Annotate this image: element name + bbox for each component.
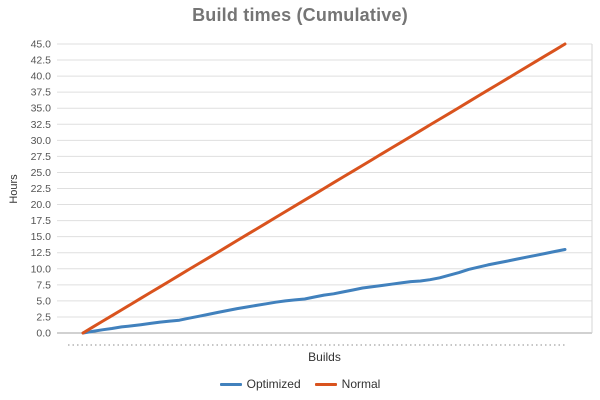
legend-item-optimized[interactable]: Optimized xyxy=(219,377,301,391)
series-line-optimized xyxy=(81,248,567,335)
y-tick-label: 32.5 xyxy=(31,119,52,131)
y-tick-label: 2.5 xyxy=(36,311,51,323)
y-tick-label: 17.5 xyxy=(31,215,52,227)
y-tick-label: 5.0 xyxy=(36,295,51,307)
y-tick-label: 40.0 xyxy=(31,71,52,83)
legend-label-optimized: Optimized xyxy=(246,377,301,391)
y-tick-label: 20.0 xyxy=(31,199,52,211)
y-tick-label: 12.5 xyxy=(31,247,52,259)
y-tick-label: 25.0 xyxy=(31,167,52,179)
series-line-normal xyxy=(81,42,567,335)
y-tick-label: 45.0 xyxy=(31,39,52,51)
y-tick-label: 22.5 xyxy=(31,183,52,195)
y-tick-label: 30.0 xyxy=(31,135,52,147)
normal-series-swatch-icon xyxy=(314,382,337,386)
legend-item-normal[interactable]: Normal xyxy=(314,377,381,391)
y-tick-label: 37.5 xyxy=(31,87,52,99)
y-axis-title: Hours xyxy=(8,174,20,204)
y-tick-label: 10.0 xyxy=(31,263,52,275)
chart-title: Build times (Cumulative) xyxy=(192,5,408,25)
y-tick-label: 7.5 xyxy=(36,279,51,291)
legend: Optimized Normal xyxy=(0,377,600,391)
optimized-series-swatch-icon xyxy=(219,382,242,386)
y-tick-label: 42.5 xyxy=(31,55,52,67)
x-axis-title: Builds xyxy=(308,350,341,364)
y-tick-label: 27.5 xyxy=(31,151,52,163)
y-tick-label: 35.0 xyxy=(31,103,52,115)
y-tick-label: 0.0 xyxy=(36,328,51,340)
legend-label-normal: Normal xyxy=(341,377,381,391)
y-tick-label: 15.0 xyxy=(31,231,52,243)
